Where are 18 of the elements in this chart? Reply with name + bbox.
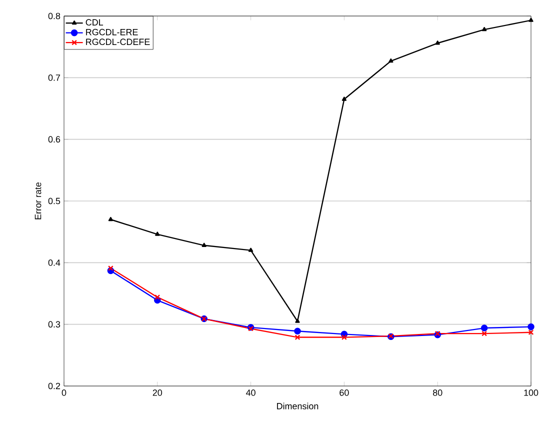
x-tick-label: 60 (340, 390, 349, 396)
y-tick-label: 0.2 (48, 382, 60, 390)
y-axis-title: Error rate (34, 182, 42, 220)
x-axis-title: Dimension (277, 402, 318, 410)
legend-label: RGCDL-ERE (86, 28, 138, 36)
y-tick-label: 0.8 (48, 12, 60, 20)
y-tick-label: 0.5 (48, 198, 60, 204)
x-tick-label: 100 (524, 390, 538, 396)
x-tick-label: 80 (433, 390, 442, 396)
x-tick-label: 40 (246, 390, 256, 396)
legend-label: RGCDL-CDEFE (86, 38, 150, 46)
x-tick-label: 20 (152, 390, 162, 396)
y-tick-label: 0.7 (48, 74, 60, 81)
y-tick-label: 0.3 (48, 321, 60, 328)
y-tick-label: 0.4 (48, 259, 60, 266)
x-tick-label: 0 (62, 390, 66, 396)
y-tick-label: 0.6 (48, 136, 60, 143)
legend-label: CDL (86, 19, 104, 26)
